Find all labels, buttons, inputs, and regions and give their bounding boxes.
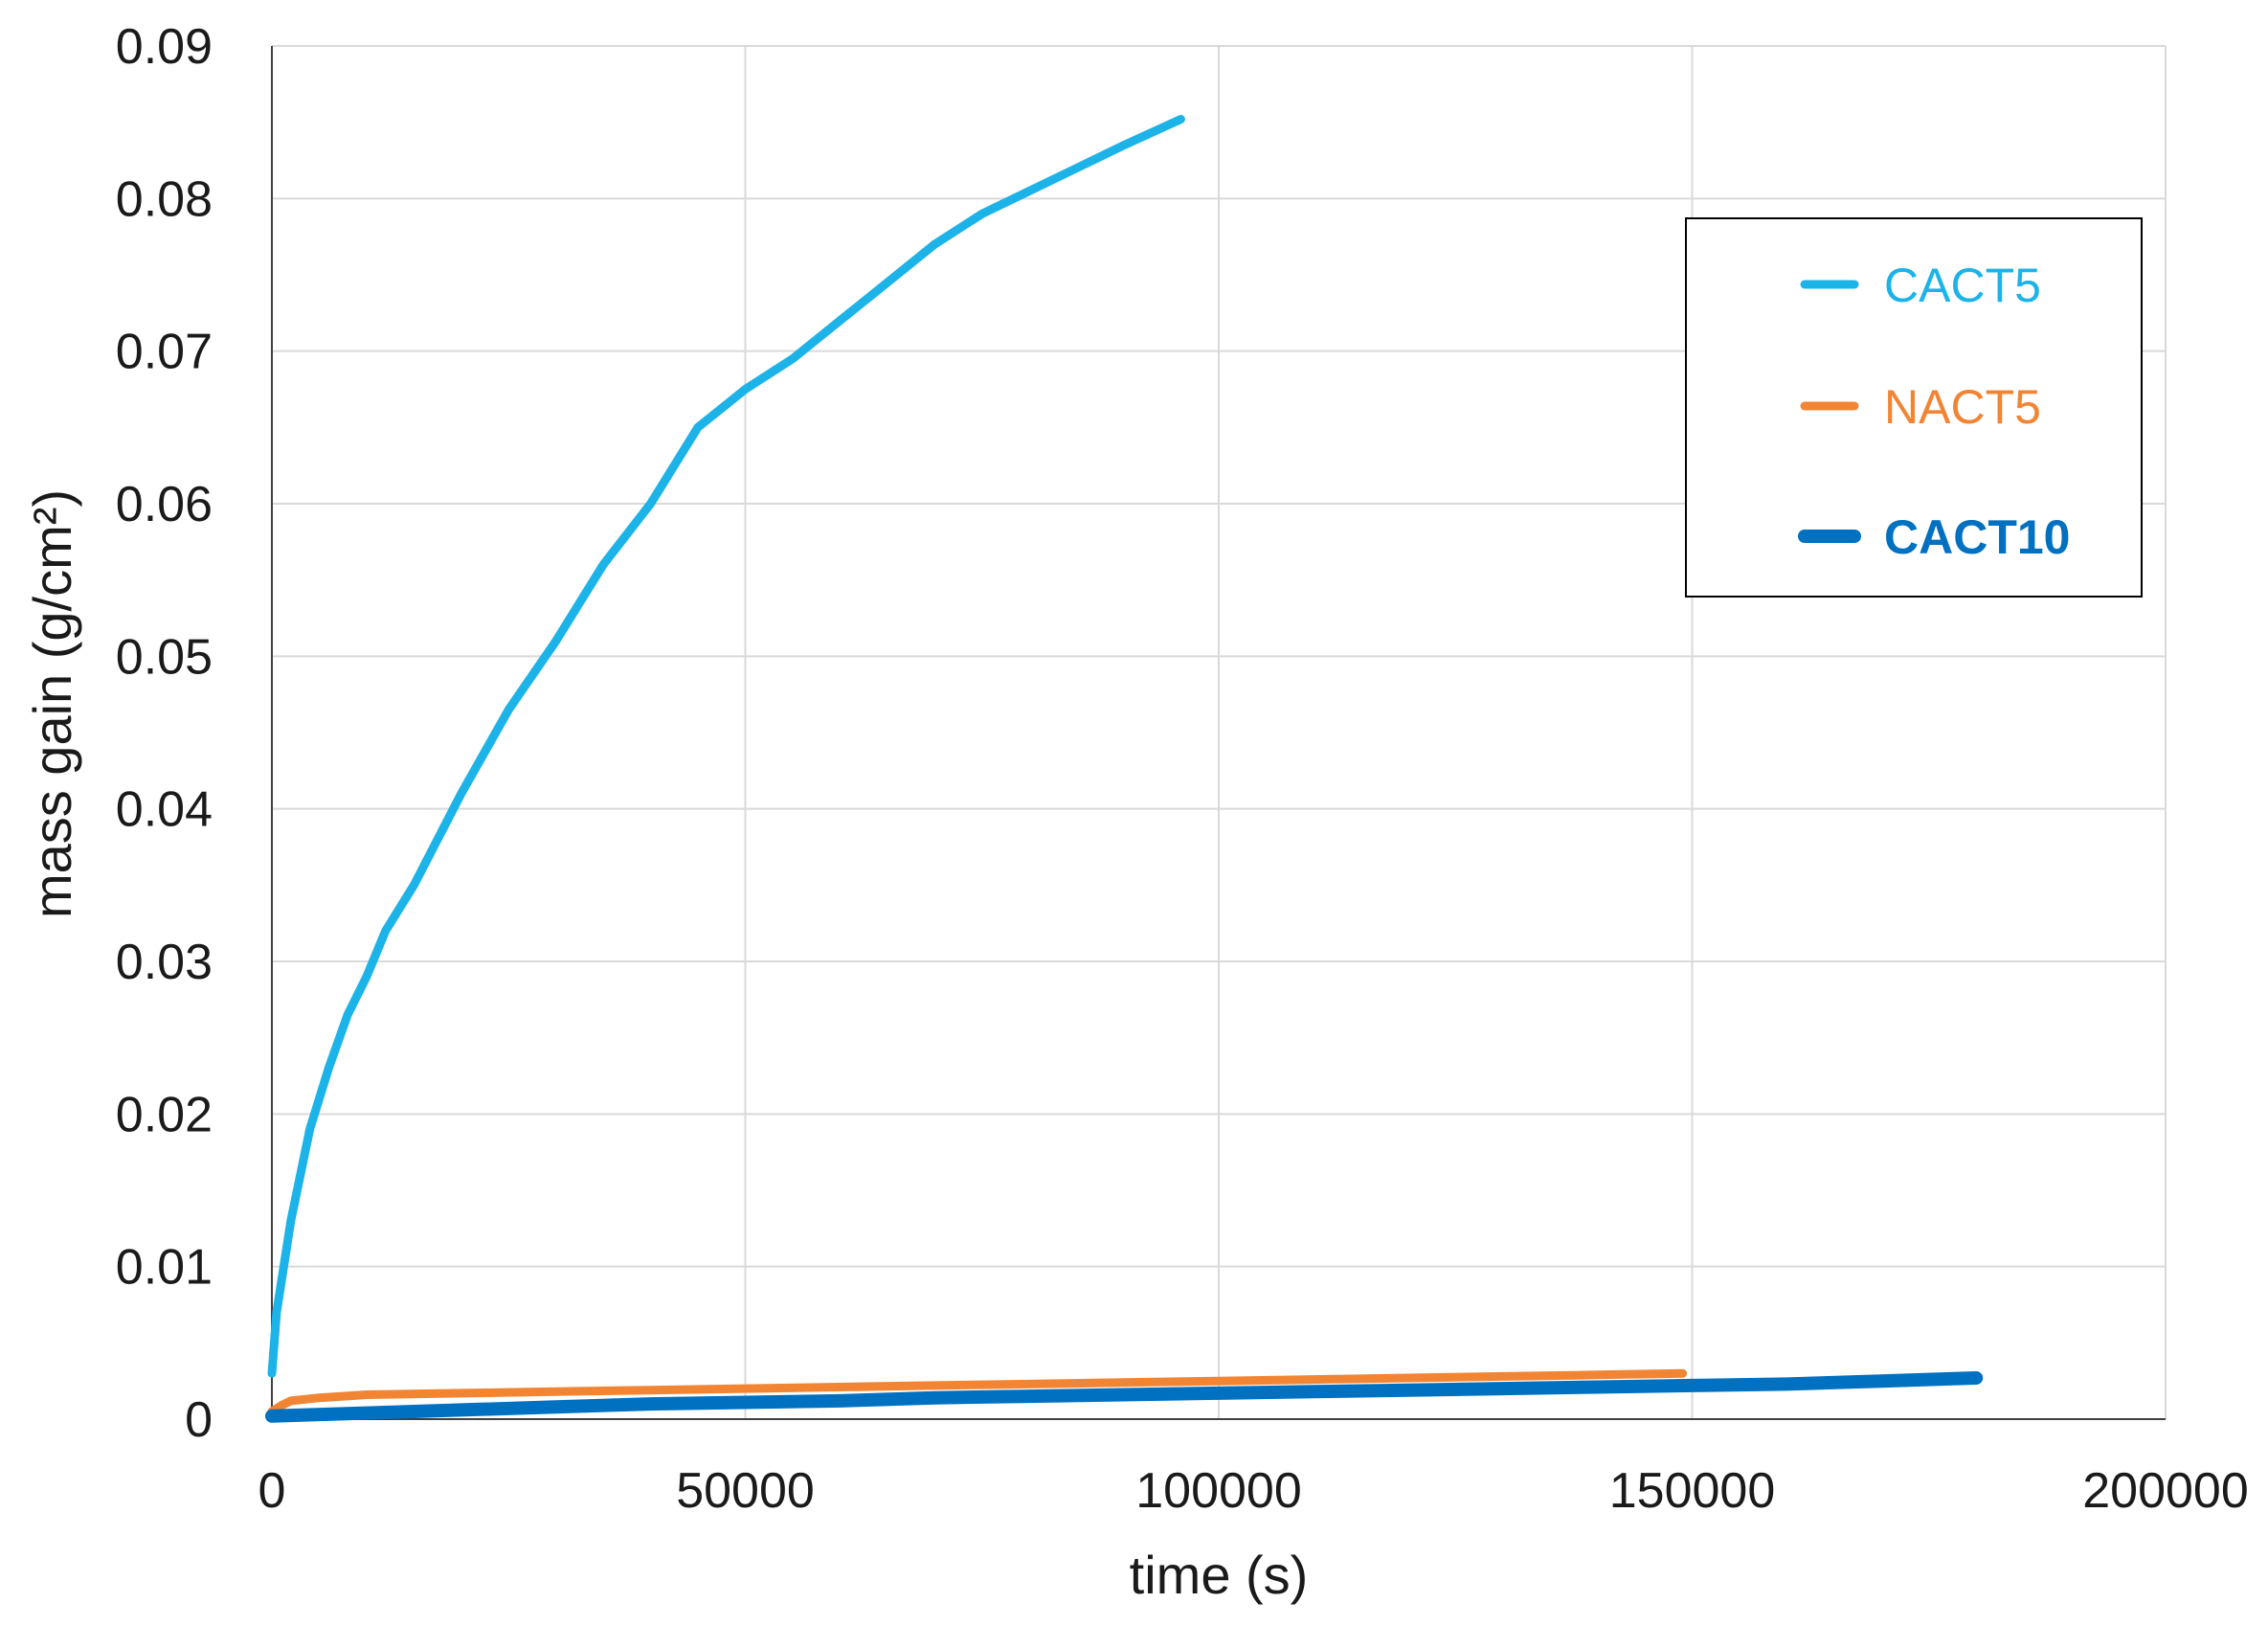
series-line-cact10 bbox=[265, 1371, 1984, 1423]
y-tick-label: 0.05 bbox=[116, 629, 213, 685]
y-tick-label: 0.01 bbox=[116, 1240, 213, 1296]
y-tick-label: 0.04 bbox=[116, 782, 213, 838]
axes-layer bbox=[271, 46, 2166, 1420]
y-tick-label: 0.09 bbox=[116, 19, 213, 75]
y-tick-label: 0.02 bbox=[116, 1087, 213, 1142]
x-axis-title: time (s) bbox=[1130, 1545, 1309, 1605]
y-tick-label: 0.06 bbox=[116, 477, 213, 532]
x-tick-label: 150000 bbox=[1609, 1463, 1776, 1519]
ticks-layer: 0 0.01 0.02 0.03 0.04 0.05 0.06 0.07 0.08 0.09 0 50… bbox=[116, 19, 2249, 1519]
y-tick-label: 0.03 bbox=[116, 935, 213, 990]
y-axis-title: mass gain (g/cm²) bbox=[22, 489, 82, 918]
legend-label-nact5: NACT5 bbox=[1884, 380, 2041, 434]
legend-label-cact5: CACT5 bbox=[1884, 259, 2041, 312]
legend-label-cact10: CACT10 bbox=[1884, 510, 2070, 564]
x-tick-label: 100000 bbox=[1135, 1463, 1302, 1519]
x-tick-label: 50000 bbox=[676, 1463, 815, 1519]
series-layer bbox=[265, 115, 1984, 1423]
legend-box bbox=[1685, 217, 2143, 598]
y-tick-label: 0 bbox=[185, 1392, 213, 1448]
x-tick-label: 200000 bbox=[2082, 1463, 2249, 1519]
y-tick-label: 0.08 bbox=[116, 171, 213, 227]
y-tick-label: 0.07 bbox=[116, 325, 213, 380]
legend: CACT5 NACT5 CACT10 bbox=[1685, 217, 2143, 598]
x-tick-label: 0 bbox=[258, 1463, 286, 1519]
series-line-nact5 bbox=[267, 1368, 1688, 1416]
series-line-cact5 bbox=[267, 115, 1185, 1378]
